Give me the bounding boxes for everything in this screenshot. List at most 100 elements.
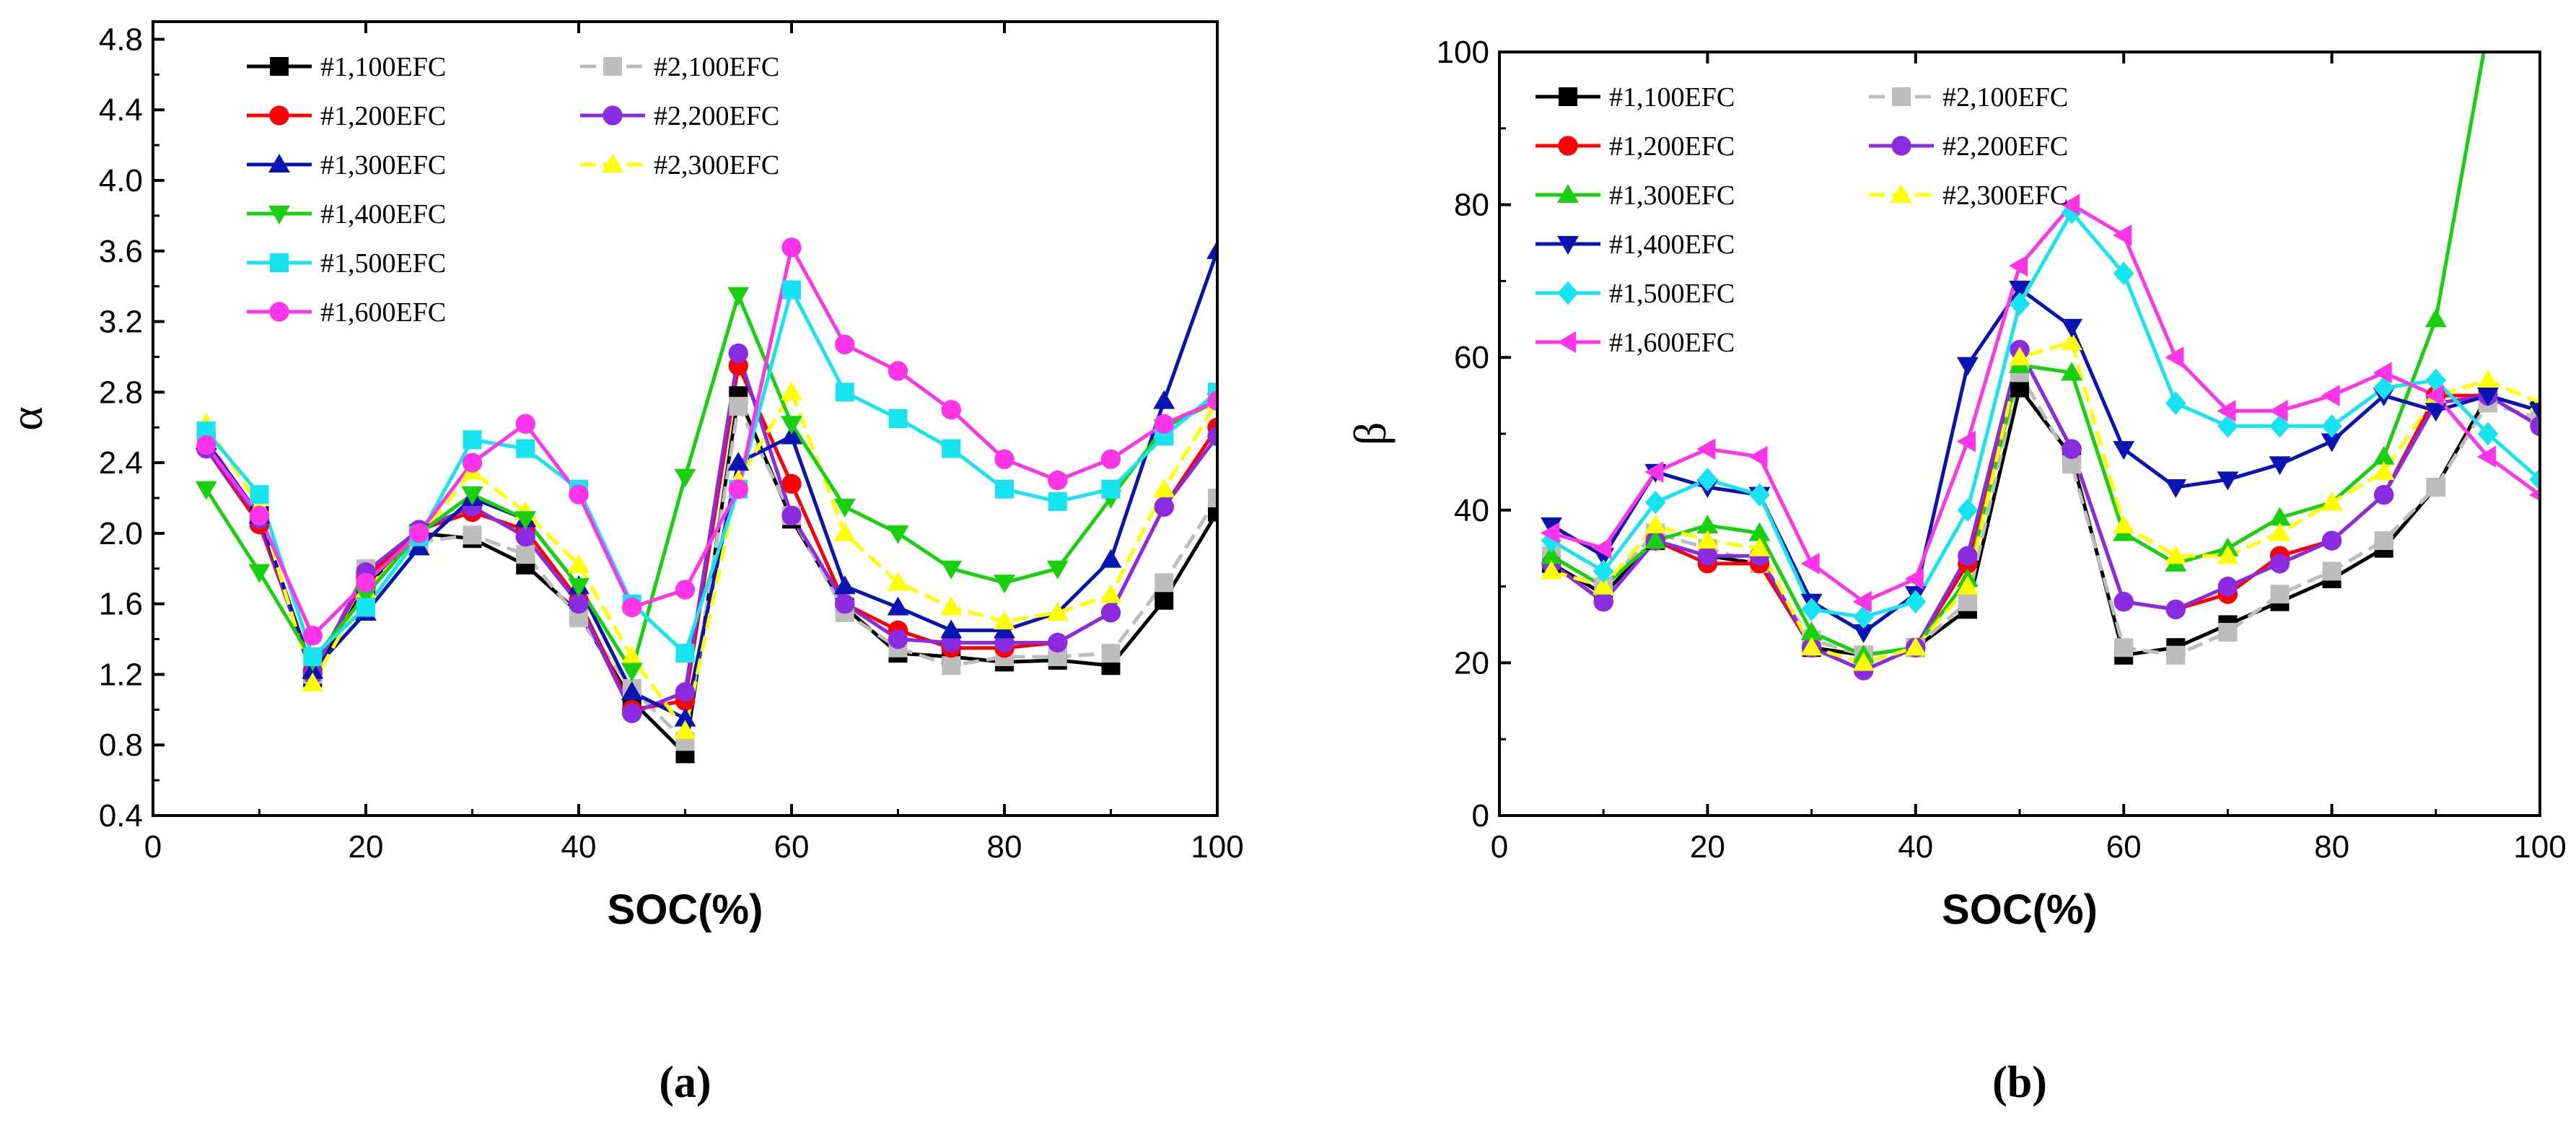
- data-point-s8-5: [1800, 552, 1820, 574]
- y-tick-label: 0.4: [99, 798, 143, 834]
- data-point-s5-14: [2269, 522, 2291, 541]
- data-point-s6-7: [568, 578, 590, 598]
- data-point-s5-17: [1100, 584, 1122, 603]
- data-point-s5-8: [621, 646, 643, 665]
- data-point-s6-11: [2113, 441, 2135, 460]
- y-axis-label: α: [1, 406, 52, 431]
- x-tick-label: 40: [1898, 829, 1933, 865]
- data-point-s7-17: [1101, 479, 1121, 499]
- legend-label-1: #2,100EFC: [654, 52, 779, 82]
- data-point-s7-14: [942, 439, 961, 458]
- data-point-s8-0: [1541, 522, 1560, 544]
- data-point-s6-15: [994, 574, 1015, 594]
- data-point-s7-3: [356, 598, 375, 617]
- data-point-s7-5: [1801, 598, 1822, 621]
- data-point-s5-10: [2061, 331, 2083, 351]
- data-point-s8-19: [1207, 390, 1217, 411]
- x-tick-label: 0: [1491, 829, 1508, 865]
- data-point-s1-11: [2114, 638, 2134, 657]
- legend-marker-8: [1557, 331, 1577, 353]
- y-tick-label: 3.2: [99, 305, 143, 340]
- data-point-s7-19: [2529, 468, 2540, 491]
- data-point-s4-17: [2424, 308, 2447, 328]
- chart-panel-a: 0 20 40 60 80 100 0.4 0.8 1.2 1.6 2.0 2.4 2.8 3.2 3.6 4…: [1, 20, 1244, 1107]
- data-point-s7-17: [2425, 368, 2447, 393]
- data-point-s6-19: [2529, 403, 2540, 422]
- data-point-s5-16: [2373, 460, 2395, 480]
- legend-marker-7: [270, 253, 289, 272]
- data-point-s3-18: [1154, 497, 1174, 517]
- data-point-s3-12: [835, 594, 855, 614]
- legend: #1,100EFC #2,100EFC #1,200EFC #2,200EFC #1,3…: [1535, 82, 2068, 358]
- data-point-s8-11: [2113, 224, 2132, 246]
- data-point-s7-12: [2165, 391, 2186, 415]
- data-point-s3-14: [2269, 554, 2290, 574]
- data-point-s3-15: [2321, 530, 2342, 551]
- y-tick-label: 2.0: [99, 516, 143, 551]
- data-point-s3-16: [2374, 484, 2394, 505]
- legend-marker-1: [1892, 87, 1911, 106]
- data-point-s7-11: [782, 280, 801, 300]
- data-point-s5-11: [2113, 515, 2135, 534]
- data-point-s8-1: [1593, 537, 1612, 559]
- x-tick-label: 100: [1191, 829, 1243, 865]
- data-point-s8-8: [1956, 430, 1976, 453]
- data-point-s6-15: [2321, 433, 2343, 453]
- data-point-s5-18: [1153, 478, 1175, 497]
- data-point-s4-14: [2269, 507, 2291, 526]
- y-tick-label: 100: [1437, 35, 1489, 70]
- plot-area: [195, 237, 1217, 764]
- data-point-s7-15: [2321, 414, 2342, 438]
- data-point-s7-18: [2477, 421, 2499, 446]
- data-point-s5-12: [833, 522, 856, 541]
- legend-marker-0: [270, 57, 289, 76]
- legend-marker-5: [602, 154, 623, 173]
- data-point-s7-15: [995, 479, 1014, 499]
- x-tick-label: 60: [774, 829, 810, 865]
- data-point-s8-10: [728, 479, 748, 499]
- data-point-s8-11: [781, 237, 802, 258]
- legend-marker-5: [1891, 184, 1912, 204]
- data-point-s4-0: [1541, 545, 1563, 564]
- series-line-6: [1550, 287, 2540, 634]
- data-point-s8-14: [2269, 400, 2288, 422]
- data-point-s1-14: [2270, 585, 2290, 604]
- data-point-s7-8: [1957, 498, 1979, 523]
- data-point-s3-3: [1697, 546, 1718, 566]
- legend-label-0: #1,100EFC: [320, 52, 446, 82]
- x-tick-label: 40: [561, 829, 597, 865]
- data-point-s4-3: [1696, 515, 1719, 534]
- data-point-s5-4: [1748, 537, 1771, 556]
- y-tick-label: 2.8: [99, 375, 143, 410]
- x-axis-label: SOC(%): [608, 886, 763, 933]
- data-point-s8-9: [675, 580, 696, 600]
- data-point-s8-7: [569, 484, 589, 504]
- y-tick-label: 1.6: [99, 587, 143, 622]
- data-point-s8-2: [302, 626, 323, 646]
- data-point-s3-13: [888, 629, 908, 650]
- data-point-s8-18: [1154, 414, 1174, 434]
- data-point-s3-19: [1207, 426, 1217, 447]
- y-tick-label: 4.0: [99, 163, 143, 198]
- panel-label: (a): [659, 1058, 711, 1107]
- y-tick-label: 4.4: [99, 92, 143, 128]
- data-point-s7-16: [2373, 376, 2394, 400]
- data-point-s7-1: [250, 485, 269, 504]
- data-point-s4-10: [727, 452, 750, 471]
- data-point-s6-8: [621, 663, 643, 682]
- data-point-s5-0: [1541, 560, 1563, 580]
- legend-label-8: #1,600EFC: [320, 297, 446, 328]
- x-tick-label: 20: [1690, 829, 1725, 865]
- data-point-s6-3: [355, 587, 377, 606]
- legend-label-7: #1,500EFC: [1609, 279, 1735, 309]
- legend-label-2: #1,200EFC: [1609, 131, 1735, 162]
- data-point-s5-1: [1593, 575, 1615, 595]
- data-point-s5-12: [2165, 545, 2187, 564]
- legend-marker-6: [1557, 235, 1579, 255]
- data-point-s5-16: [1046, 601, 1069, 621]
- data-point-s4-8: [621, 681, 643, 700]
- x-axis-label: SOC(%): [1942, 886, 2098, 933]
- data-point-s6-14: [940, 560, 963, 580]
- y-tick-label: 80: [1454, 188, 1489, 223]
- data-point-s8-15: [2321, 385, 2340, 407]
